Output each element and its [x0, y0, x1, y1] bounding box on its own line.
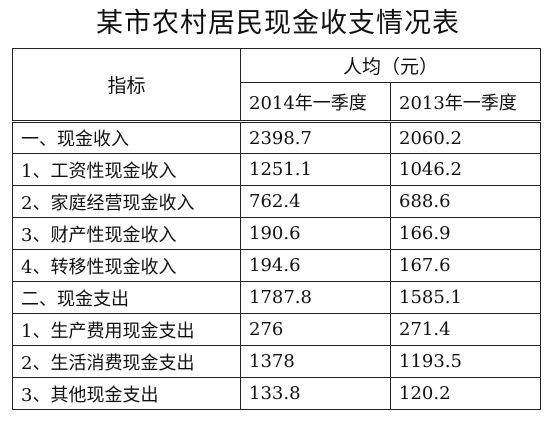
value-2013: 1585.1 — [389, 281, 542, 314]
value-2014: 762.4 — [240, 185, 391, 218]
table-header: 指标 人均（元） 2014年一季度 2013年一季度 — [12, 48, 542, 122]
header-row-periods: 2014年一季度 2013年一季度 — [13, 82, 542, 122]
value-2014: 194.6 — [240, 249, 391, 282]
value-2013: 271.4 — [389, 313, 542, 346]
table-row: 4、转移性现金收入 194.6 167.6 — [12, 249, 542, 282]
table-row: 1、工资性现金收入 1251.1 1046.2 — [12, 153, 542, 186]
value-2013: 120.2 — [389, 377, 542, 410]
row-label: 二、现金支出 — [12, 281, 241, 314]
value-2014: 276 — [240, 313, 391, 346]
value-2014: 190.6 — [240, 217, 391, 250]
header-period-2013: 2013年一季度 — [389, 82, 542, 122]
table-body: 一、现金收入 2398.7 2060.2 1、工资性现金收入 1251.1 10… — [12, 120, 542, 410]
row-label: 4、转移性现金收入 — [12, 249, 241, 282]
table-title: 某市农村居民现金收支情况表 — [96, 8, 460, 39]
table-row: 3、财产性现金收入 190.6 166.9 — [12, 217, 542, 250]
value-2014: 1787.8 — [240, 281, 391, 314]
table-row: 2、生活消费现金支出 1378 1193.5 — [12, 345, 542, 378]
value-2013: 688.6 — [389, 185, 542, 218]
row-label: 1、生产费用现金支出 — [12, 313, 241, 346]
table-row: 3、其他现金支出 133.8 120.2 — [12, 377, 542, 410]
row-label: 1、工资性现金收入 — [12, 153, 241, 186]
value-2013: 166.9 — [389, 217, 542, 250]
value-2013: 2060.2 — [389, 120, 542, 154]
row-label: 3、其他现金支出 — [12, 377, 241, 410]
table-row: 2、家庭经营现金收入 762.4 688.6 — [12, 185, 542, 218]
value-2014: 133.8 — [240, 377, 391, 410]
row-label: 3、财产性现金收入 — [12, 217, 241, 250]
value-2013: 167.6 — [389, 249, 542, 282]
row-label: 2、家庭经营现金收入 — [12, 185, 241, 218]
table-row: 一、现金收入 2398.7 2060.2 — [12, 120, 542, 154]
table-row: 1、生产费用现金支出 276 271.4 — [12, 313, 542, 346]
header-per-capita: 人均（元） — [239, 48, 542, 83]
stats-table: 指标 人均（元） 2014年一季度 2013年一季度 一、现金收入 2398.7… — [12, 48, 542, 410]
header-row-group: 指标 人均（元） — [12, 48, 542, 122]
header-indicator: 指标 — [12, 48, 241, 122]
table-row: 二、现金支出 1787.8 1585.1 — [12, 281, 542, 314]
value-2013: 1193.5 — [389, 345, 542, 378]
header-period-2014: 2014年一季度 — [240, 82, 391, 122]
value-2014: 1251.1 — [240, 153, 391, 186]
value-2014: 1378 — [240, 345, 391, 378]
row-label: 2、生活消费现金支出 — [12, 345, 241, 378]
value-2013: 1046.2 — [389, 153, 542, 186]
row-label: 一、现金收入 — [12, 120, 241, 154]
value-2014: 2398.7 — [240, 120, 391, 154]
